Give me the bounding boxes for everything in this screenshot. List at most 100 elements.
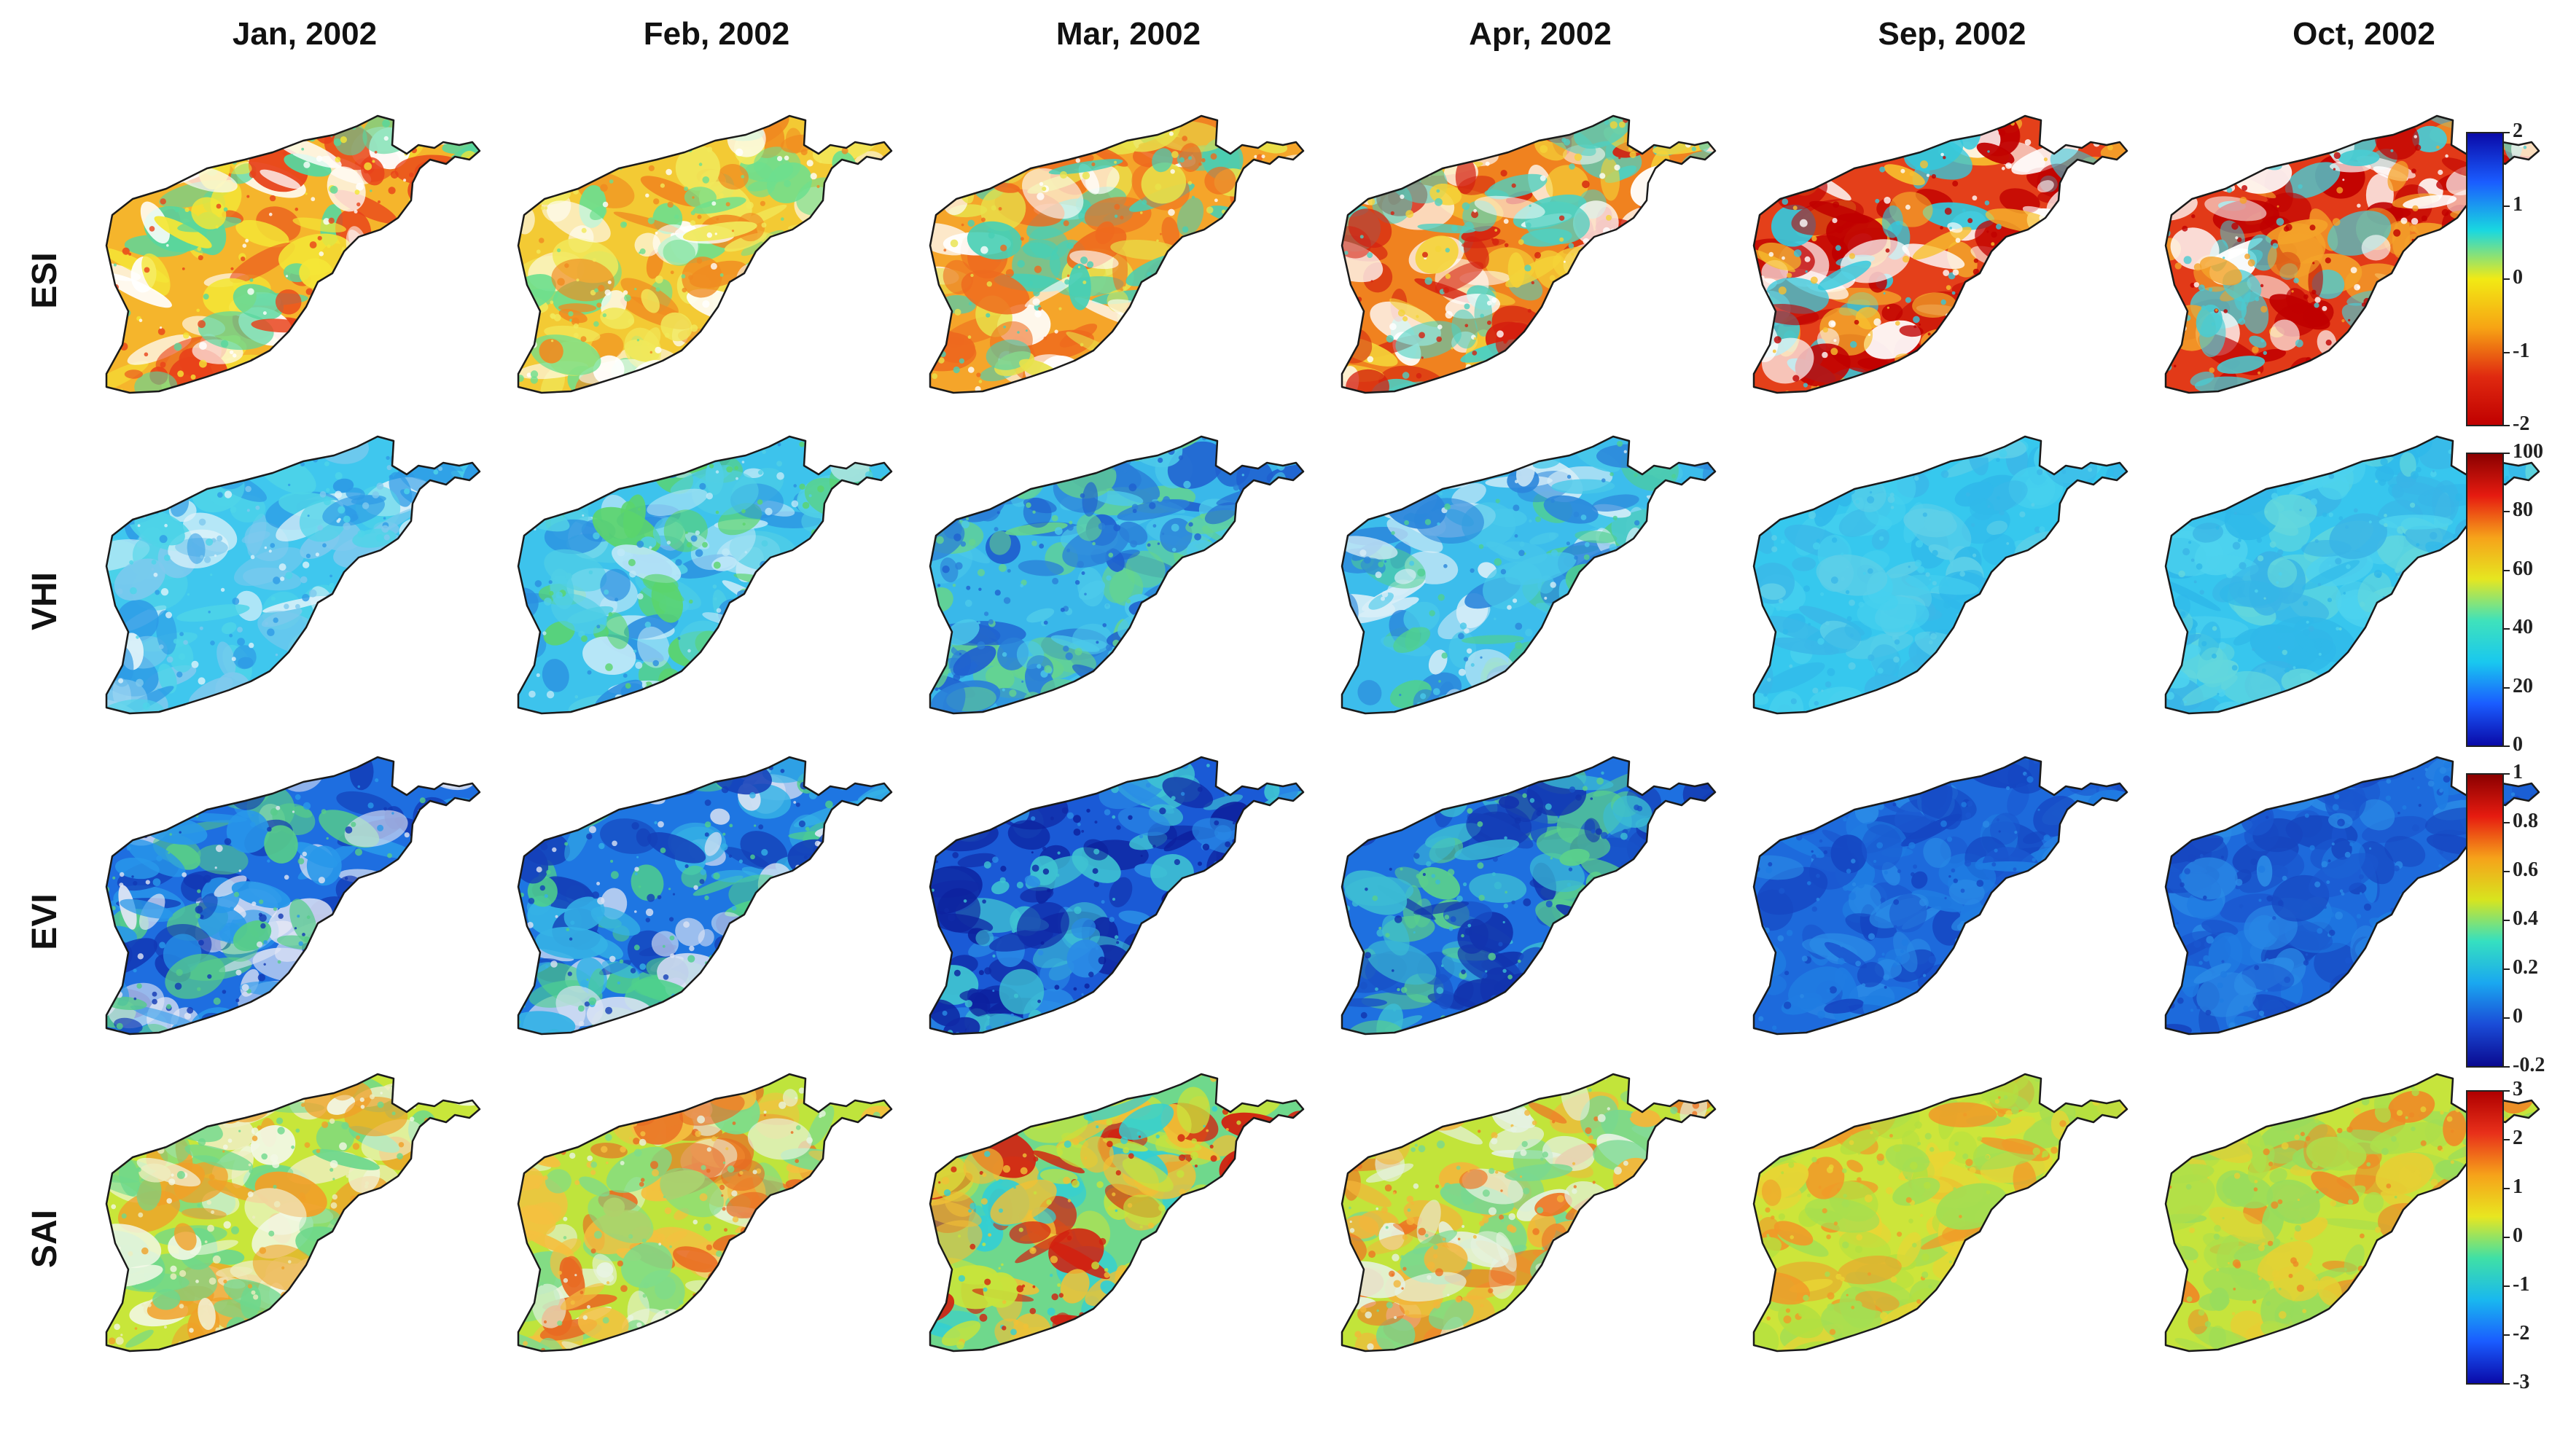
- map-speckle: [2190, 493, 2193, 496]
- map-speckle: [888, 320, 891, 323]
- map-texture-patch: [1704, 310, 1715, 340]
- map-speckle: [2403, 684, 2410, 691]
- map-texture-patch: [1641, 284, 1682, 327]
- map-speckle: [485, 326, 491, 331]
- column-title: Feb, 2002: [643, 16, 790, 52]
- map-speckle: [200, 915, 204, 919]
- map-speckle: [880, 208, 887, 215]
- map-texture-patch: [1790, 437, 1862, 461]
- map-speckle: [446, 368, 452, 374]
- map-speckle: [1943, 600, 1951, 609]
- map-speckle: [714, 721, 720, 728]
- map-speckle: [518, 678, 521, 683]
- map-texture-patch: [2099, 710, 2127, 713]
- map-texture-patch: [663, 239, 696, 266]
- map-speckle: [690, 363, 693, 367]
- map-speckle: [474, 203, 480, 211]
- map-speckle: [2298, 184, 2303, 189]
- map-speckle: [687, 458, 691, 462]
- map-texture-patch: [431, 650, 467, 679]
- map-speckle: [2468, 447, 2473, 453]
- map-speckle: [1940, 371, 1946, 376]
- map-speckle: [2120, 518, 2127, 526]
- map-speckle: [458, 952, 463, 957]
- map-speckle: [674, 399, 676, 402]
- map-speckle: [2540, 552, 2547, 559]
- map-speckle: [1544, 596, 1548, 600]
- map-speckle: [1634, 520, 1640, 526]
- map-texture-patch: [1417, 223, 1476, 234]
- map-texture-patch: [797, 630, 821, 654]
- map-speckle: [130, 587, 137, 595]
- map-speckle: [1000, 148, 1003, 152]
- map-speckle: [2411, 641, 2417, 648]
- map-speckle: [371, 613, 378, 620]
- map-texture-patch: [1246, 565, 1269, 605]
- map-texture-patch: [2104, 116, 2127, 141]
- map-speckle: [2180, 611, 2186, 617]
- map-texture-patch: [1055, 694, 1073, 713]
- map-speckle: [1260, 338, 1264, 342]
- map-speckle: [2368, 520, 2372, 524]
- map-texture-patch: [2102, 315, 2127, 341]
- map-speckle: [1429, 610, 1435, 617]
- map-speckle: [1511, 140, 1518, 146]
- map-texture-patch: [2093, 563, 2127, 597]
- map-texture-patch: [1599, 318, 1674, 340]
- map-speckle: [752, 305, 754, 308]
- map-texture-patch: [1435, 262, 1484, 294]
- map-speckle: [2241, 185, 2248, 191]
- map-texture-patch: [2080, 618, 2126, 665]
- map-texture-patch: [1618, 315, 1642, 344]
- map-speckle: [1704, 611, 1709, 617]
- map-speckle: [1060, 607, 1065, 612]
- map-speckle: [1693, 454, 1698, 459]
- map-speckle: [528, 690, 536, 698]
- map-speckle: [2006, 542, 2010, 545]
- map-speckle: [937, 584, 941, 587]
- map-texture-patch: [1551, 479, 1615, 494]
- map-speckle: [327, 244, 331, 248]
- map-speckle: [1981, 625, 1985, 628]
- map-speckle: [405, 574, 408, 577]
- map-speckle: [2419, 274, 2425, 281]
- map-speckle: [1972, 268, 1980, 275]
- map-texture-patch: [558, 308, 588, 324]
- map-speckle: [422, 279, 429, 286]
- map-texture-patch: [355, 934, 408, 963]
- map-speckle: [1402, 372, 1410, 379]
- map-speckle: [861, 531, 864, 534]
- map-speckle: [1763, 693, 1767, 697]
- map-speckle: [1681, 668, 1689, 676]
- map-speckle: [1313, 114, 1316, 117]
- map-speckle: [514, 302, 516, 304]
- map-speckle: [1152, 524, 1157, 528]
- map-texture-patch: [997, 149, 1015, 171]
- map-texture-patch: [1591, 494, 1639, 512]
- map-speckle: [1129, 349, 1132, 353]
- map-speckle: [1044, 665, 1052, 673]
- map-speckle: [178, 653, 186, 660]
- map-speckle: [784, 155, 789, 161]
- map-texture-patch: [1206, 676, 1228, 711]
- map-speckle: [1854, 319, 1860, 325]
- map-texture-patch: [1072, 664, 1133, 699]
- map-texture-patch: [1981, 317, 2021, 355]
- map-speckle: [1704, 699, 1710, 705]
- map-speckle: [2448, 585, 2451, 589]
- colorbar-tick-mark: [2504, 352, 2510, 353]
- map-speckle: [2277, 549, 2284, 555]
- map-speckle: [924, 692, 926, 694]
- map-texture-patch: [2116, 582, 2127, 617]
- map-speckle: [788, 392, 796, 393]
- map-speckle: [2239, 197, 2247, 204]
- map-speckle: [842, 186, 846, 189]
- map-texture-patch: [1113, 371, 1149, 393]
- map-speckle: [726, 466, 733, 473]
- map-speckle: [2512, 310, 2520, 318]
- map-speckle: [1930, 633, 1937, 640]
- map-speckle: [1676, 240, 1679, 244]
- map-speckle: [457, 130, 466, 139]
- map-speckle: [1363, 505, 1367, 509]
- map-speckle: [1754, 297, 1755, 302]
